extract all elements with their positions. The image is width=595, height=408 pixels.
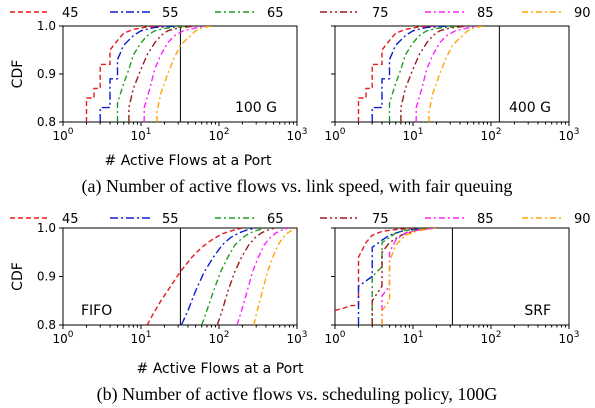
series-group	[146, 228, 297, 325]
series-line-85	[381, 228, 437, 325]
chart-panel-3: 100 101 102 103 0.8 0.9 1.0 CDF FIFO	[10, 221, 308, 346]
x-tick-label-0: 100	[52, 127, 73, 143]
series-line-55	[357, 228, 437, 325]
series-line-75	[400, 26, 468, 122]
x-tick-label-0: 100	[52, 330, 73, 346]
series-line-90	[156, 26, 212, 122]
caption-b: (b) Number of active flows vs. schedulin…	[97, 384, 498, 405]
series-line-45	[357, 26, 437, 122]
x-tick-label-3: 103	[286, 127, 307, 143]
x-tick-label-1: 101	[402, 127, 423, 143]
series-line-65	[388, 26, 461, 122]
series-line-85	[143, 26, 208, 122]
series-group	[357, 26, 484, 122]
legend-label-85: 85	[477, 212, 494, 227]
x-tick-label-1: 101	[402, 330, 423, 346]
series-line-55	[180, 228, 257, 325]
x-tick-label-2: 102	[208, 330, 229, 346]
series-line-90	[381, 228, 437, 325]
series-line-75	[216, 228, 275, 325]
x-tick-label-3: 103	[558, 330, 579, 346]
series-line-65	[201, 228, 267, 325]
series-line-45	[85, 26, 165, 122]
x-tick-label-1: 101	[130, 127, 151, 143]
legend-label-75: 75	[372, 212, 389, 227]
series-group	[335, 228, 437, 325]
x-tick-label-0: 100	[324, 127, 345, 143]
x-tick-label-2: 102	[208, 127, 229, 143]
x-axis-label-a-left: # Active Flows at a Port	[105, 153, 272, 169]
caption-a: (a) Number of active flows vs. link spee…	[82, 176, 513, 197]
series-line-65	[116, 26, 189, 122]
legend-b: 45 55 65 75 85 90	[10, 212, 591, 227]
series-line-90	[428, 26, 484, 122]
series-line-55	[99, 26, 179, 122]
series-line-75	[128, 26, 196, 122]
y-tick-label: 0.8	[37, 115, 56, 129]
x-axis-label-b: # Active Flows at a Port	[137, 361, 304, 377]
legend-a: 45 55 65 75 85 90	[10, 6, 591, 21]
chart-panel-4: 100 101 102 103 SRF	[324, 227, 580, 346]
series-line-45	[335, 228, 437, 312]
legend-label-45: 45	[62, 212, 79, 227]
series-line-65	[371, 228, 437, 325]
x-tick-label-1: 101	[130, 330, 151, 346]
panel-label: SRF	[524, 303, 551, 319]
y-axis-label: CDF	[10, 262, 26, 291]
y-tick-label: 0.9	[37, 270, 56, 284]
series-line-90	[253, 228, 297, 325]
series-line-45	[146, 228, 243, 325]
legend-label-55: 55	[162, 6, 179, 21]
panel-label: 100 G	[235, 100, 277, 116]
x-tick-label-2: 102	[480, 330, 501, 346]
series-line-85	[236, 228, 289, 325]
panel-label: FIFO	[81, 303, 112, 319]
legend-label-90: 90	[574, 212, 591, 227]
chart-panel-2: 100 101 102 103 400 G	[324, 25, 580, 143]
legend-label-65: 65	[267, 6, 284, 21]
legend-label-85: 85	[477, 6, 494, 21]
series-group	[85, 26, 212, 122]
legend-label-55: 55	[162, 212, 179, 227]
y-axis-label: CDF	[10, 60, 26, 89]
x-tick-label-3: 103	[286, 330, 307, 346]
y-tick-label: 1.0	[37, 19, 56, 33]
legend-label-90: 90	[574, 6, 591, 21]
series-line-85	[415, 26, 480, 122]
x-tick-label-0: 100	[324, 330, 345, 346]
y-tick-label: 0.8	[37, 318, 56, 332]
panel-label: 400 G	[509, 100, 551, 116]
y-tick-label: 1.0	[37, 221, 56, 235]
series-line-55	[371, 26, 451, 122]
y-tick-label: 0.9	[37, 67, 56, 81]
legend-label-45: 45	[62, 6, 79, 21]
legend-label-65: 65	[267, 212, 284, 227]
chart-panel-1: 100 101 102 103 0.8 0.9 1.0 CDF 100 G	[10, 19, 308, 143]
x-tick-label-2: 102	[480, 127, 501, 143]
x-tick-label-3: 103	[558, 127, 579, 143]
legend-label-75: 75	[372, 6, 389, 21]
